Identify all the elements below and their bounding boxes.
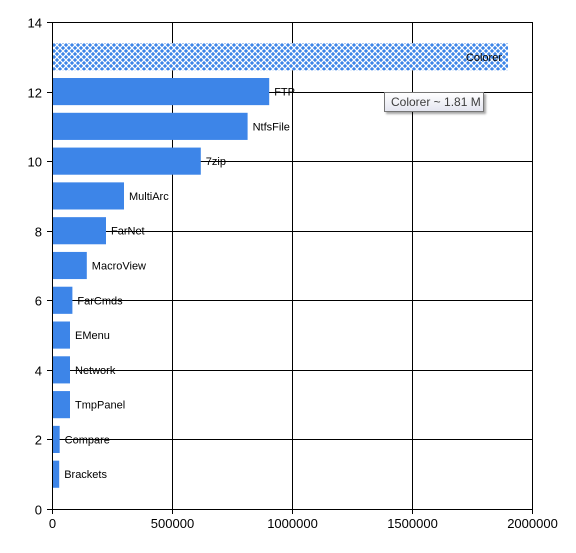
x-tick-label: 1500000: [387, 516, 438, 531]
bar-colorer[interactable]: [53, 43, 508, 71]
bar-brackets[interactable]: [53, 460, 60, 488]
axes: 0 500000 1000000 1500000 2000000 0 2 4 6 8 10 12 14: [28, 16, 558, 532]
bar-label-colorer: Colorer: [466, 52, 502, 64]
bar-farcmds[interactable]: [53, 286, 73, 314]
bar-farnet[interactable]: [53, 217, 106, 245]
x-tick-label: 500000: [151, 516, 194, 531]
bar-labels: Brackets Compare TmpPanel Network EMenu FarCm…: [64, 52, 502, 481]
bar-label-farnet: FarNet: [111, 226, 145, 238]
bar-emenu[interactable]: [53, 321, 70, 349]
bar-label-network: Network: [75, 365, 116, 377]
bar-label-ftp: FTP: [274, 87, 295, 99]
bar-tmppanel[interactable]: [53, 391, 70, 419]
bar-multiarc[interactable]: [53, 182, 124, 210]
y-tick-label: 6: [35, 294, 42, 309]
bar-label-7zip: 7zip: [206, 156, 226, 168]
bar-network[interactable]: [53, 356, 70, 384]
x-tick-label: 2000000: [507, 516, 558, 531]
bar-label-farcmds: FarCmds: [77, 295, 123, 307]
y-tick-label: 4: [35, 364, 42, 379]
y-tick-label: 0: [35, 503, 42, 518]
y-tick-label: 10: [28, 155, 42, 170]
y-tick-label: 8: [35, 225, 42, 240]
bar-label-brackets: Brackets: [64, 469, 107, 481]
y-tick-label: 2: [35, 433, 42, 448]
y-tick-label: 12: [28, 86, 42, 101]
hover-tooltip: Colorer ~ 1.81 M: [384, 92, 484, 112]
bar-ntfsfile[interactable]: [53, 112, 248, 140]
bar-label-macroview: MacroView: [92, 261, 146, 273]
bar-label-compare: Compare: [65, 434, 110, 446]
bar-ftp[interactable]: [53, 78, 270, 106]
bar-label-ntfsfile: NtfsFile: [253, 121, 290, 133]
bar-series: [53, 43, 508, 488]
bar-7zip[interactable]: [53, 147, 201, 175]
bar-compare[interactable]: [53, 425, 60, 453]
bar-label-multiarc: MultiArc: [129, 191, 169, 203]
y-tick-label: 14: [28, 16, 42, 31]
bar-macroview[interactable]: [53, 251, 87, 280]
bar-label-emenu: EMenu: [75, 330, 110, 342]
x-tick-label: 1000000: [267, 516, 318, 531]
x-tick-label: 0: [49, 516, 56, 531]
bar-label-tmppanel: TmpPanel: [75, 400, 125, 412]
